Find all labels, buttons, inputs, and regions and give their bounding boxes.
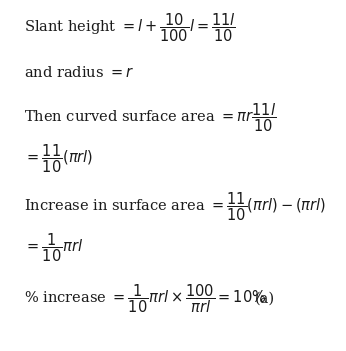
Text: Increase in surface area $= \dfrac{11}{10}(\pi rl) - (\pi rl)$: Increase in surface area $= \dfrac{11}{1… <box>24 190 326 223</box>
Text: (a): (a) <box>255 292 275 306</box>
Text: Then curved surface area $= \pi r\dfrac{11l}{10}$: Then curved surface area $= \pi r\dfrac{… <box>24 101 276 133</box>
Text: % increase $= \dfrac{1}{10}\pi rl \times \dfrac{100}{\pi rl} = 10\%$: % increase $= \dfrac{1}{10}\pi rl \times… <box>24 283 267 315</box>
Text: Slant height $= l + \dfrac{10}{100}l = \dfrac{11l}{10}$: Slant height $= l + \dfrac{10}{100}l = \… <box>24 12 236 45</box>
Text: $= \dfrac{11}{10}(\pi rl)$: $= \dfrac{11}{10}(\pi rl)$ <box>24 142 93 175</box>
Text: and radius $= r$: and radius $= r$ <box>24 65 134 80</box>
Text: $= \dfrac{1}{10}\pi rl$: $= \dfrac{1}{10}\pi rl$ <box>24 231 83 264</box>
